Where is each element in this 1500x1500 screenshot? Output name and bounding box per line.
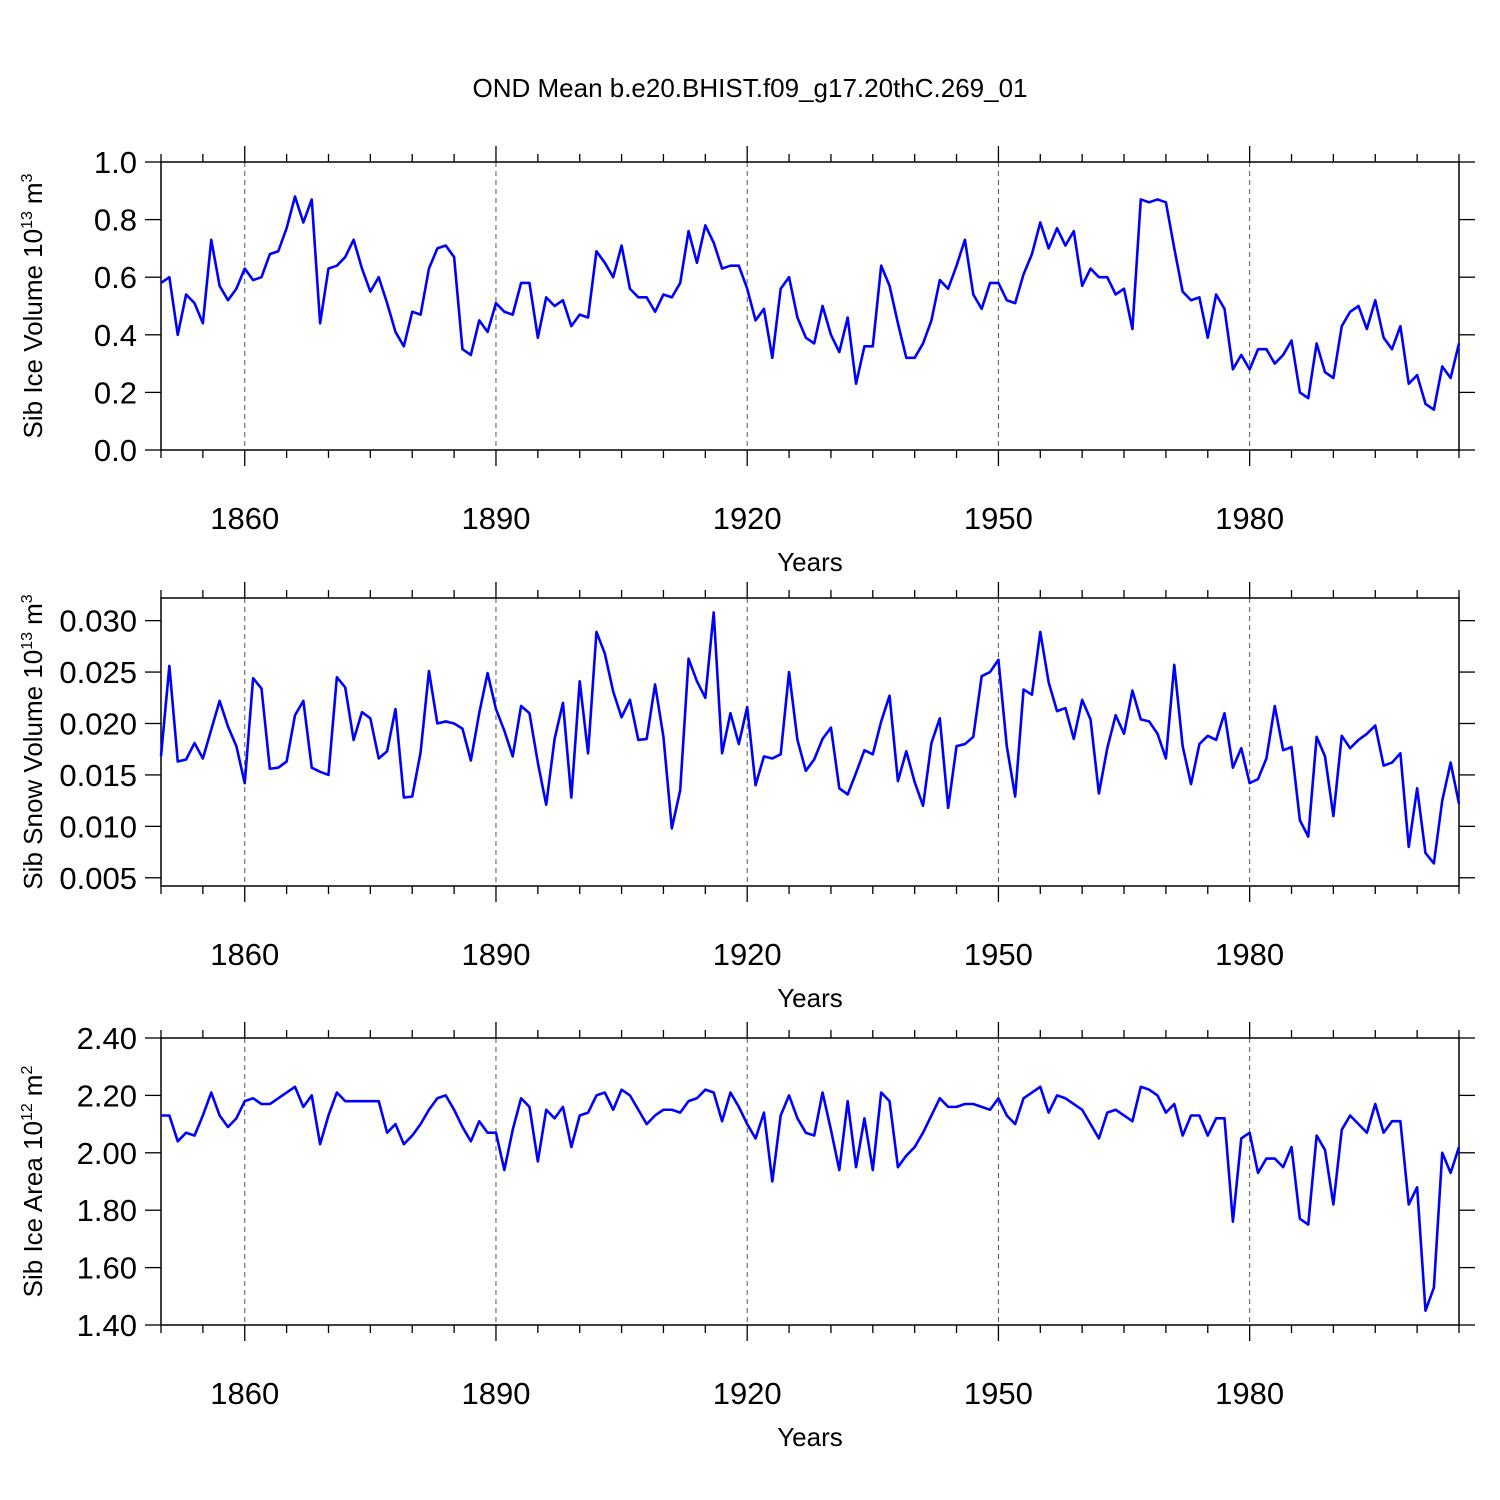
data-line	[161, 1085, 1461, 1312]
chart-title: OND Mean b.e20.BHIST.f09_g17.20thC.269_0…	[472, 73, 1027, 103]
y-tick-label: 0.005	[59, 861, 137, 896]
y-label-unit: m	[18, 182, 48, 204]
y-axis-label-group: Sib Snow Volume 1013 m3	[18, 594, 48, 889]
y-label-text: Sib Ice Area 10	[18, 1121, 48, 1297]
y-label-unit: m	[18, 603, 48, 625]
y-tick-label: 2.20	[77, 1078, 137, 1113]
y-tick-label: 2.40	[77, 1021, 137, 1056]
y-label-unit: m	[18, 1075, 48, 1097]
plot-frame	[160, 161, 1460, 451]
x-tick-label: 1890	[461, 1376, 530, 1411]
y-tick-label: 1.40	[77, 1308, 137, 1343]
x-tick-label: 1920	[713, 501, 782, 536]
data-line	[159, 611, 1461, 865]
y-label-unit-exponent: 3	[19, 173, 36, 182]
x-tick-label: 1980	[1215, 937, 1284, 972]
x-tick-label: 1920	[713, 937, 782, 972]
y-tick-label: 1.60	[77, 1251, 137, 1286]
y-tick-label: 0.030	[59, 604, 137, 639]
x-axis-label: Years	[777, 1422, 843, 1452]
x-axis-label: Years	[777, 983, 843, 1013]
y-label-unit-exponent: 2	[19, 1066, 36, 1075]
y-tick-label: 0.020	[59, 706, 137, 741]
y-tick-label: 0.2	[94, 375, 137, 410]
x-tick-label: 1980	[1215, 501, 1284, 536]
plot-frame	[160, 1037, 1460, 1326]
x-tick-label: 1950	[964, 501, 1033, 536]
x-tick-label: 1950	[964, 1376, 1033, 1411]
y-tick-label: 1.0	[94, 145, 137, 180]
x-axis-label: Years	[777, 547, 843, 577]
y-label-text: Sib Ice Volume 10	[18, 229, 48, 439]
y-label-unit-exponent: 3	[19, 594, 36, 603]
x-tick-label: 1890	[461, 937, 530, 972]
y-tick-label: 0.4	[94, 318, 137, 353]
y-label-exponent: 13	[19, 211, 36, 229]
y-tick-label: 0.015	[59, 758, 137, 793]
y-label-text: Sib Snow Volume 10	[18, 650, 48, 890]
y-label-exponent: 13	[19, 632, 36, 650]
data-line	[160, 195, 1461, 411]
y-tick-label: 0.025	[59, 655, 137, 690]
y-axis-label: Sib Ice Volume 1013 m3	[18, 173, 48, 438]
y-tick-label: 0.6	[94, 260, 137, 295]
y-axis-label: Sib Snow Volume 1013 m3	[18, 594, 48, 889]
x-tick-label: 1890	[461, 501, 530, 536]
x-tick-label: 1860	[210, 937, 279, 972]
plot-frame	[160, 597, 1460, 887]
y-tick-label: 0.010	[59, 809, 137, 844]
x-tick-label: 1920	[713, 1376, 782, 1411]
x-tick-label: 1860	[210, 501, 279, 536]
y-tick-label: 1.80	[77, 1193, 137, 1228]
y-tick-label: 0.8	[94, 203, 137, 238]
y-label-exponent: 12	[19, 1103, 36, 1121]
y-axis-label: Sib Ice Area 1012 m2	[18, 1066, 48, 1298]
y-tick-label: 2.00	[77, 1136, 137, 1171]
x-tick-label: 1950	[964, 937, 1033, 972]
x-tick-label: 1860	[210, 1376, 279, 1411]
y-tick-label: 0.0	[94, 433, 137, 468]
x-tick-label: 1980	[1215, 1376, 1284, 1411]
